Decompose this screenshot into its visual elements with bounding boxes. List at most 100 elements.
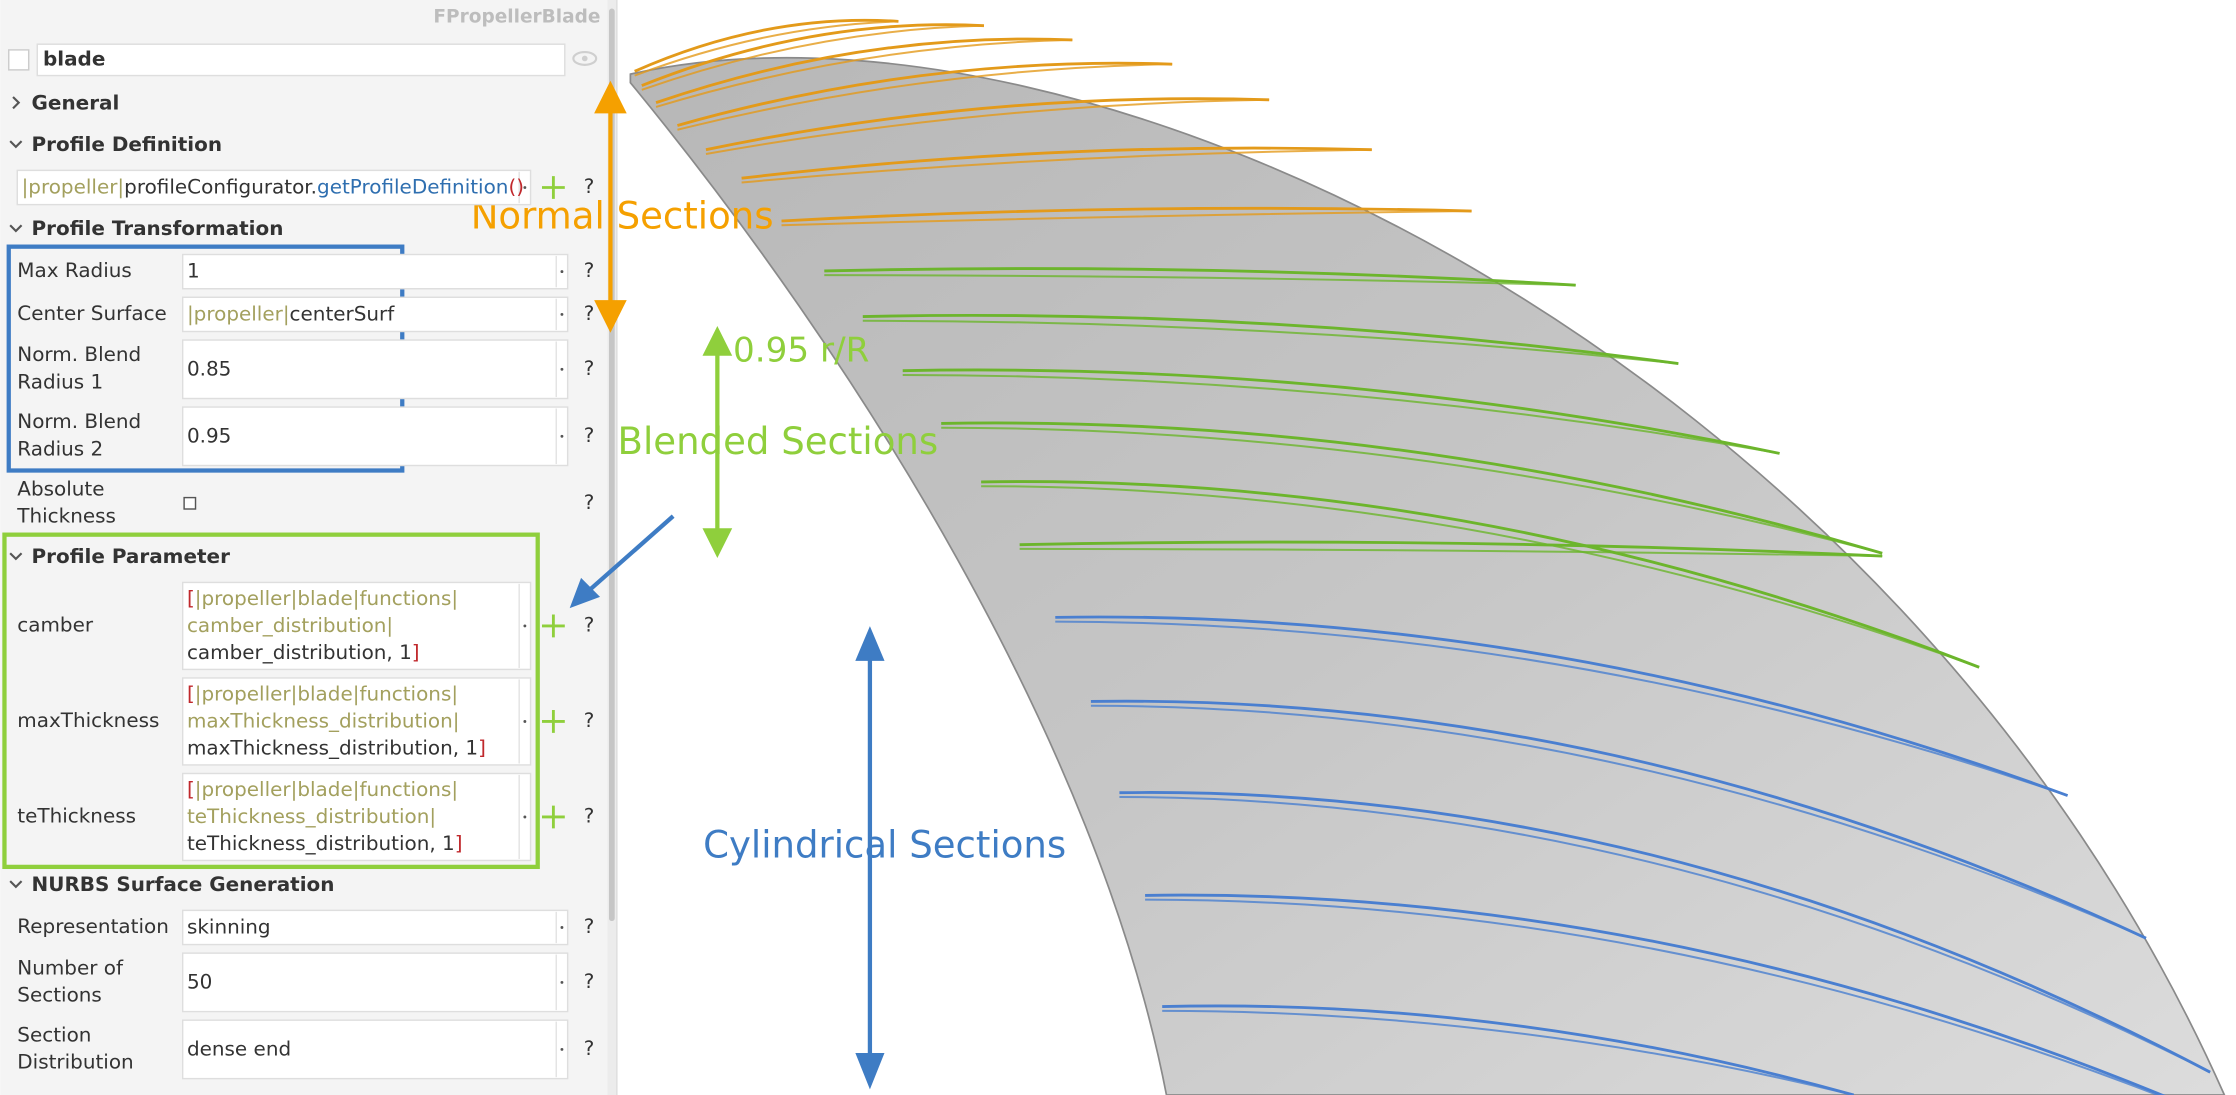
section-curve <box>655 38 1073 108</box>
field-label: teThickness <box>17 803 136 827</box>
section-curve <box>1090 704 2147 940</box>
value-field[interactable] <box>16 169 532 206</box>
checkbox[interactable] <box>183 496 197 510</box>
section-curve <box>655 37 1073 105</box>
section-title[interactable]: NURBS Surface Generation <box>32 872 335 896</box>
section-title[interactable]: Profile Parameter <box>32 544 231 568</box>
dropdown-dot[interactable] <box>560 926 564 929</box>
section-curve <box>705 98 1270 155</box>
add-button[interactable] <box>541 176 565 199</box>
section-curve <box>1145 898 2161 1095</box>
section-curve <box>677 61 1173 127</box>
section-curve <box>1145 893 2166 1095</box>
field-label: Absolute <box>17 476 104 500</box>
help-button[interactable]: ? <box>584 356 595 380</box>
section-curve <box>1090 699 2147 940</box>
section-title[interactable]: Profile Definition <box>32 132 223 156</box>
help-button[interactable]: ? <box>584 423 595 447</box>
value-field[interactable] <box>181 909 569 946</box>
dropdown-dot[interactable] <box>523 815 527 819</box>
name-field[interactable] <box>36 43 566 77</box>
value-line: 50 <box>187 969 212 993</box>
field-label: Section <box>17 1022 91 1046</box>
dropdown-dot[interactable] <box>560 980 564 984</box>
field-label: Radius 1 <box>17 369 103 393</box>
help-button[interactable]: ? <box>584 1036 595 1060</box>
section-toggle[interactable] <box>9 224 23 233</box>
value-token: camber_distribution| <box>187 612 393 636</box>
section-toggle[interactable] <box>12 96 21 110</box>
value-token: () <box>508 174 524 198</box>
value-line: |propeller|profileConfigurator.getProfil… <box>22 174 524 198</box>
blended-arrow <box>702 325 733 558</box>
dropdown-dot[interactable] <box>523 186 527 189</box>
class-name: FPropellerBlade <box>433 7 600 28</box>
value-token: skinning <box>187 914 271 938</box>
section-title[interactable]: General <box>32 91 120 115</box>
help-button[interactable]: ? <box>584 803 595 827</box>
value-line: maxThickness_distribution, 1] <box>187 735 486 759</box>
dropdown-dot[interactable] <box>560 367 564 371</box>
value-line: skinning <box>187 914 271 938</box>
field-label: Representation <box>17 914 169 938</box>
help-button[interactable]: ? <box>584 969 595 993</box>
section-curve <box>981 480 1980 669</box>
value-field[interactable] <box>181 1019 569 1080</box>
value-field[interactable] <box>181 406 569 467</box>
section-curve <box>641 24 985 91</box>
section-curve <box>781 210 1472 227</box>
value-field[interactable] <box>181 339 569 400</box>
add-button[interactable] <box>541 710 565 733</box>
help-button[interactable]: ? <box>584 612 595 636</box>
add-button[interactable] <box>541 805 565 829</box>
section-curve <box>1162 1009 1854 1095</box>
help-button[interactable]: ? <box>584 301 595 325</box>
section-curve <box>941 426 1883 555</box>
value-token: 0.85 <box>187 356 231 380</box>
section-curve <box>824 267 1576 287</box>
value-token: |propeller|blade|functions| <box>195 776 458 800</box>
value-line: |propeller|centerSurf <box>187 301 395 325</box>
dropdown-dot[interactable] <box>560 1047 564 1051</box>
value-token: ] <box>478 735 486 759</box>
help-button[interactable]: ? <box>584 490 595 514</box>
dropdown-dot[interactable] <box>560 312 564 316</box>
eye-icon[interactable] <box>572 50 598 66</box>
help-button[interactable]: ? <box>584 174 595 198</box>
dropdown-dot[interactable] <box>560 270 564 274</box>
help-button[interactable]: ? <box>584 258 595 282</box>
dropdown-dot[interactable] <box>560 434 564 438</box>
add-button[interactable] <box>541 614 565 638</box>
value-token: ] <box>412 640 420 664</box>
section-toggle[interactable] <box>9 140 23 149</box>
dropdown-dot[interactable] <box>523 624 527 628</box>
value-field[interactable] <box>181 772 532 862</box>
help-button[interactable]: ? <box>584 708 595 732</box>
section-curve <box>634 18 899 73</box>
value-token: [ <box>187 585 195 609</box>
section-title[interactable]: Profile Transformation <box>32 216 284 240</box>
help-button[interactable]: ? <box>584 914 595 938</box>
visibility-checkbox[interactable] <box>8 49 30 71</box>
section-toggle[interactable] <box>9 880 23 889</box>
section-curve <box>981 485 1980 669</box>
value-field[interactable] <box>181 296 569 333</box>
section-toggle[interactable] <box>9 552 23 561</box>
value-line: dense end <box>187 1036 291 1060</box>
value-field[interactable] <box>181 253 569 290</box>
section-curve <box>1119 791 2211 1074</box>
dropdown-dot[interactable] <box>523 720 527 723</box>
value-field[interactable] <box>181 677 532 766</box>
section-curve <box>862 313 1679 365</box>
value-line: 0.95 <box>187 423 231 447</box>
value-token: |propeller| <box>187 301 290 325</box>
value-token: |propeller|blade|functions| <box>195 585 458 609</box>
section-curves <box>634 18 2211 1095</box>
value-token: maxThickness_distribution, 1 <box>187 735 478 759</box>
value-line: 0.85 <box>187 356 231 380</box>
value-field[interactable] <box>181 581 532 671</box>
section-curve <box>1162 1004 1855 1095</box>
value-field[interactable] <box>181 952 569 1013</box>
section-curve <box>677 63 1173 131</box>
